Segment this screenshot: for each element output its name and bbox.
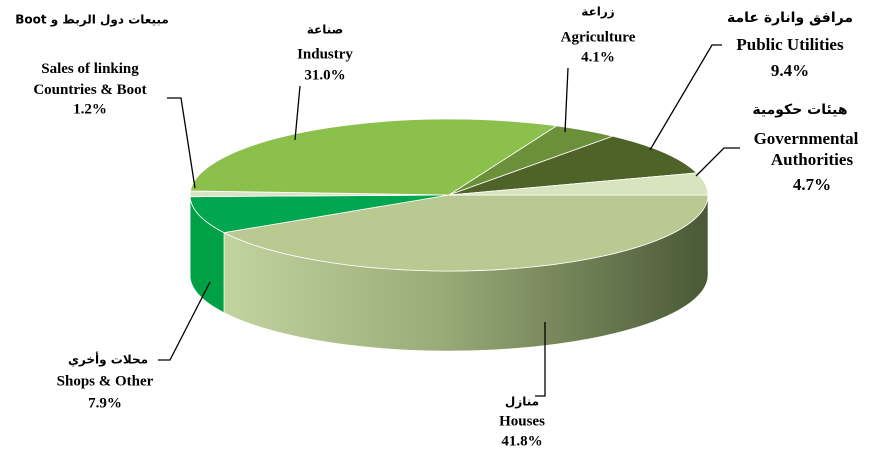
value-label: 9.4% [771,61,809,80]
value-label: 4.7% [793,175,831,194]
category-label: Sales of linking Countries & Boot [33,61,146,98]
slice [189,194,450,234]
value-label: 31.0% [304,67,345,83]
value-label: 41.8% [501,433,542,449]
value-label: 4.1% [581,49,615,65]
category-label: Governmental Authorities [754,129,859,169]
leader-line [167,97,196,189]
value-label: 1.2% [73,101,107,117]
arabic-label: مرافق وانارة عامة [727,10,853,26]
arabic-label: صناعة [307,23,343,37]
value-label: 7.9% [88,395,122,411]
leader-line [695,147,740,177]
category-label: Shops & Other [57,373,154,389]
arabic-label: مبيعات دول الربط و Boot [15,13,169,28]
slice [189,118,558,196]
category-label: Public Utilities [736,35,844,54]
category-label: Houses [499,413,545,429]
arabic-label: زراعة [581,5,614,19]
arabic-label: منازل [505,395,539,409]
leader-line [158,281,211,361]
category-label: Industry [297,46,353,62]
arabic-label: محلات وأخري [68,352,148,368]
category-label: Agriculture [561,29,636,45]
leader-line [649,44,722,151]
leader-line [294,85,301,141]
arabic-label: هيئات حكومية [752,102,847,118]
slice [222,194,709,272]
slice [448,135,698,196]
leader-line [564,67,569,133]
slice [448,172,709,196]
leader-line [535,322,546,397]
